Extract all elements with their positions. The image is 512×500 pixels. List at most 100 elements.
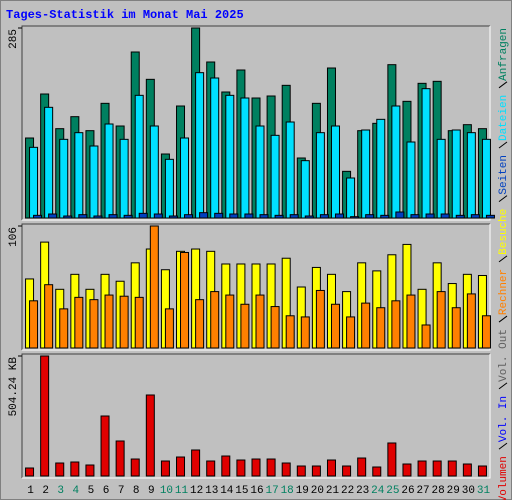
bar (210, 291, 220, 349)
bar (285, 121, 295, 219)
bar (115, 440, 125, 477)
legend-separator (498, 141, 508, 149)
bar (334, 213, 344, 219)
x-tick-label: 2 (42, 485, 49, 497)
x-tick-label: 17 (265, 485, 278, 497)
bar (330, 303, 340, 349)
bar (89, 299, 99, 349)
bar (29, 300, 39, 349)
bar (395, 211, 405, 219)
panel-border (22, 224, 491, 351)
bar (470, 214, 480, 219)
bar (240, 97, 250, 219)
bar (410, 214, 420, 219)
bar (296, 465, 306, 477)
x-tick-label: 28 (432, 485, 445, 497)
y-tick-label: 504.24 KB (8, 357, 20, 417)
bar (350, 216, 360, 219)
bar (376, 307, 386, 349)
bar (315, 289, 325, 349)
bar (184, 214, 194, 219)
bar (225, 94, 235, 219)
bar (311, 465, 321, 477)
bar (138, 212, 148, 219)
bar (33, 214, 43, 219)
bar (281, 462, 291, 477)
bar (451, 307, 461, 349)
panel-border (21, 223, 490, 350)
x-tick-label: 29 (447, 485, 460, 497)
bar (199, 212, 209, 219)
legend-label: Seiten (498, 155, 510, 195)
bar (361, 302, 371, 349)
chart-title: Tages-Statistik im Monat Mai 2025 (6, 8, 244, 22)
bar (266, 458, 276, 477)
bar (104, 123, 114, 219)
bar (119, 138, 129, 219)
bar (432, 460, 442, 477)
bar (225, 294, 235, 349)
legend-separator (498, 81, 508, 89)
bar (153, 213, 163, 219)
legend-separator (498, 255, 508, 263)
bar (78, 214, 88, 219)
legend-separator (498, 195, 508, 203)
bar (130, 458, 140, 477)
bar (89, 145, 99, 219)
x-tick-label: 27 (416, 485, 429, 497)
bar (417, 460, 427, 477)
legend-label: Volumen (498, 456, 510, 500)
panel-border (21, 25, 490, 220)
bar (455, 214, 465, 219)
bar (300, 316, 310, 349)
y-tick-label: 106 (8, 227, 20, 247)
legend-label: Besuche (498, 209, 510, 255)
x-tick-label: 7 (118, 485, 125, 497)
bar (270, 306, 280, 349)
legend-separator (498, 382, 508, 390)
bar (44, 106, 54, 219)
bar (164, 158, 174, 219)
bar (48, 213, 58, 219)
bar (330, 125, 340, 219)
x-tick-label: 13 (205, 485, 218, 497)
bar (421, 324, 431, 349)
x-tick-label: 22 (341, 485, 354, 497)
bar (236, 459, 246, 477)
bar (380, 214, 390, 219)
legend-separator (498, 442, 508, 450)
bar (447, 460, 457, 477)
bar (195, 72, 205, 219)
x-tick-label: 3 (57, 485, 64, 497)
bar (436, 291, 446, 349)
bar (462, 463, 472, 477)
bar (300, 160, 310, 219)
bar (485, 214, 495, 219)
bar (477, 465, 487, 477)
bar (108, 214, 118, 219)
bar (436, 138, 446, 219)
bar (285, 315, 295, 349)
x-tick-label: 23 (356, 485, 369, 497)
bar (44, 284, 54, 349)
bar (270, 134, 280, 219)
x-tick-label: 30 (462, 485, 475, 497)
bar (134, 296, 144, 349)
x-tick-label: 20 (311, 485, 324, 497)
bar (346, 177, 356, 219)
bar (391, 105, 401, 219)
bar (180, 251, 190, 349)
bar (104, 294, 114, 349)
bar (342, 465, 352, 477)
legend-label: Anfragen (498, 28, 510, 81)
bar (206, 460, 216, 477)
x-tick-label: 14 (220, 485, 234, 497)
bar (326, 459, 336, 477)
x-tick-label: 6 (103, 485, 110, 497)
bar (425, 213, 435, 219)
x-tick-label: 26 (401, 485, 414, 497)
bar (74, 132, 84, 219)
bar (391, 300, 401, 349)
x-tick-label: 15 (235, 485, 248, 497)
